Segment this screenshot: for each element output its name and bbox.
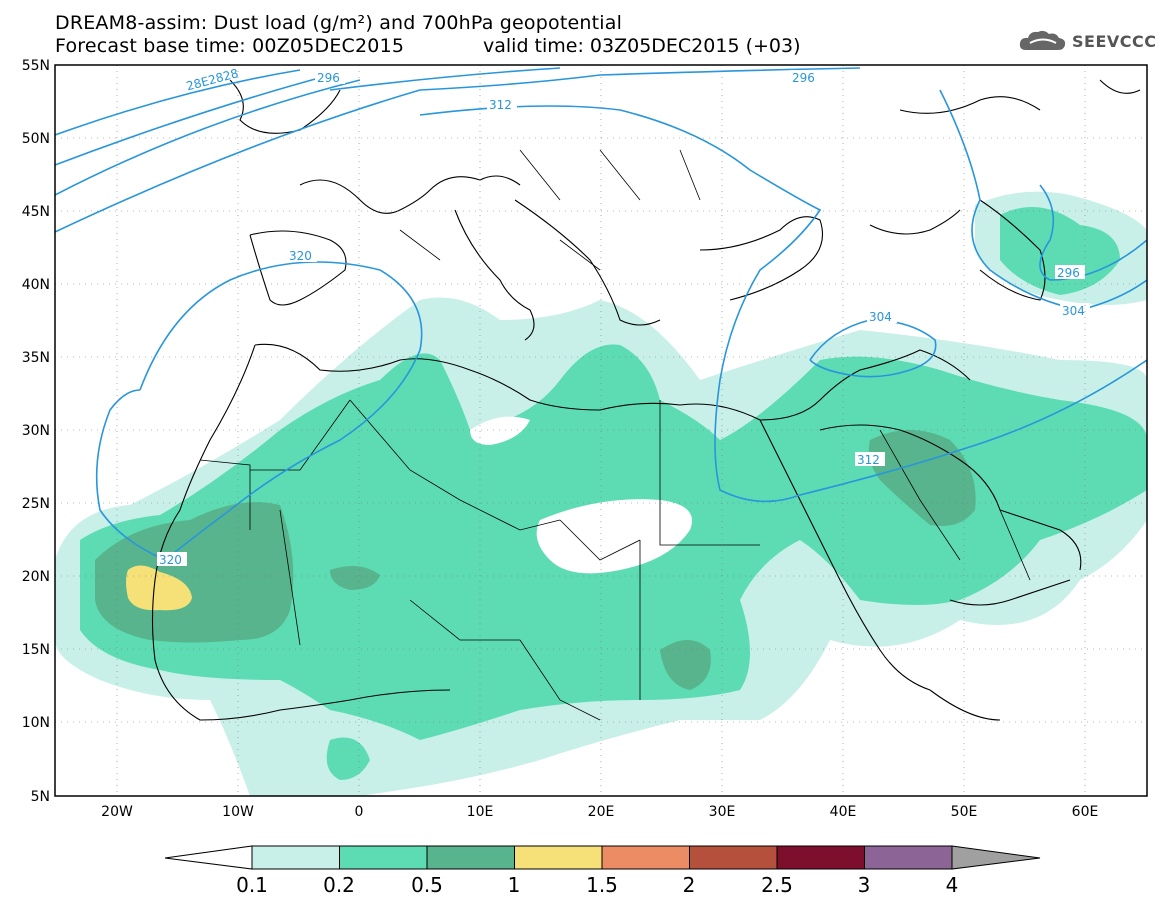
lon-label: 10E bbox=[467, 804, 494, 820]
geopotential-contours bbox=[55, 67, 1147, 561]
colorbar-box bbox=[601, 845, 690, 870]
svg-text:304: 304 bbox=[869, 310, 892, 324]
lat-label: 30N bbox=[22, 423, 50, 439]
svg-text:296: 296 bbox=[792, 71, 815, 85]
lon-label: 0 bbox=[355, 804, 364, 820]
colorbar-labels: 0.1 0.2 0.5 1 1.5 2 2.5 3 4 bbox=[236, 873, 958, 897]
coastlines bbox=[151, 79, 1141, 721]
contour-label: 296 bbox=[1055, 265, 1085, 280]
forecast-base-time: Forecast base time: 00Z05DEC2015 bbox=[55, 35, 405, 57]
colorbar-label: 4 bbox=[946, 873, 959, 897]
lat-label: 35N bbox=[22, 350, 50, 366]
contour-label: 296 bbox=[790, 70, 820, 85]
longitude-labels: 20W 10W 0 10E 20E 30E 40E 50E 60E bbox=[101, 804, 1098, 820]
lat-label: 5N bbox=[31, 789, 50, 805]
svg-text:312: 312 bbox=[857, 453, 880, 467]
colorbar-box bbox=[776, 845, 865, 870]
colorbar-box bbox=[426, 845, 515, 870]
contour-labels: 28E2828 296 296 312 320 304 296 304 312 … bbox=[157, 61, 1090, 567]
lat-label: 10N bbox=[22, 715, 50, 731]
valid-time: valid time: 03Z05DEC2015 (+03) bbox=[483, 35, 801, 57]
contour-label: 304 bbox=[867, 309, 897, 324]
svg-text:312: 312 bbox=[489, 98, 512, 112]
colorbar-box bbox=[339, 845, 428, 870]
lat-label: 20N bbox=[22, 569, 50, 585]
colorbar-label: 3 bbox=[858, 873, 871, 897]
colorbar-label: 1.5 bbox=[586, 873, 618, 897]
contour-label: 320 bbox=[287, 248, 317, 263]
lat-label: 55N bbox=[22, 58, 50, 74]
lon-label: 60E bbox=[1072, 804, 1099, 820]
colorbar-box bbox=[514, 845, 603, 870]
seevccc-logo: SEEVCCC bbox=[1018, 28, 1157, 54]
colorbar-legend: 0.1 0.2 0.5 1 1.5 2 2.5 3 4 bbox=[164, 845, 1041, 897]
contour-label: 312 bbox=[855, 452, 885, 467]
svg-text:296: 296 bbox=[317, 71, 340, 85]
lat-label: 25N bbox=[22, 496, 50, 512]
colorbar-boxes bbox=[251, 845, 953, 870]
map-area bbox=[55, 65, 1147, 796]
colorbar-low-arrow bbox=[164, 845, 253, 870]
colorbar-high-arrow bbox=[951, 845, 1041, 870]
lon-label: 50E bbox=[951, 804, 978, 820]
lat-label: 50N bbox=[22, 131, 50, 147]
colorbar-label: 2 bbox=[683, 873, 696, 897]
cloud-icon bbox=[1019, 30, 1066, 50]
svg-text:320: 320 bbox=[289, 249, 312, 263]
svg-text:320: 320 bbox=[159, 553, 182, 567]
svg-text:296: 296 bbox=[1057, 266, 1080, 280]
country-borders bbox=[199, 149, 1031, 721]
lon-label: 10W bbox=[222, 804, 254, 820]
dust-free-areas bbox=[470, 416, 692, 574]
lat-label: 15N bbox=[22, 642, 50, 658]
dust-shading-yellow bbox=[126, 565, 192, 611]
contour-label: 304 bbox=[1060, 303, 1090, 318]
colorbar-label: 2.5 bbox=[761, 873, 793, 897]
latitude-labels: 55N 50N 45N 40N 35N 30N 25N 20N 15N 10N … bbox=[22, 58, 50, 805]
colorbar-box bbox=[689, 845, 778, 870]
graticule bbox=[55, 65, 1147, 796]
lat-label: 40N bbox=[22, 277, 50, 293]
colorbar-label: 0.1 bbox=[236, 873, 268, 897]
lon-label: 20W bbox=[101, 804, 133, 820]
colorbar-label: 1 bbox=[508, 873, 521, 897]
map-frame bbox=[54, 64, 1148, 797]
lon-label: 30E bbox=[709, 804, 736, 820]
colorbar-label: 0.5 bbox=[411, 873, 443, 897]
lon-label: 20E bbox=[588, 804, 615, 820]
lon-label: 40E bbox=[830, 804, 857, 820]
contour-label: 296 bbox=[315, 70, 345, 85]
map-title: DREAM8-assim: Dust load (g/m²) and 700hP… bbox=[55, 12, 623, 34]
colorbar-box bbox=[864, 845, 953, 870]
contour-label: 312 bbox=[487, 97, 517, 112]
svg-text:304: 304 bbox=[1062, 304, 1085, 318]
colorbar-box bbox=[251, 845, 340, 870]
colorbar-label: 0.2 bbox=[323, 873, 355, 897]
lat-label: 45N bbox=[22, 204, 50, 220]
contour-label: 320 bbox=[157, 552, 187, 567]
